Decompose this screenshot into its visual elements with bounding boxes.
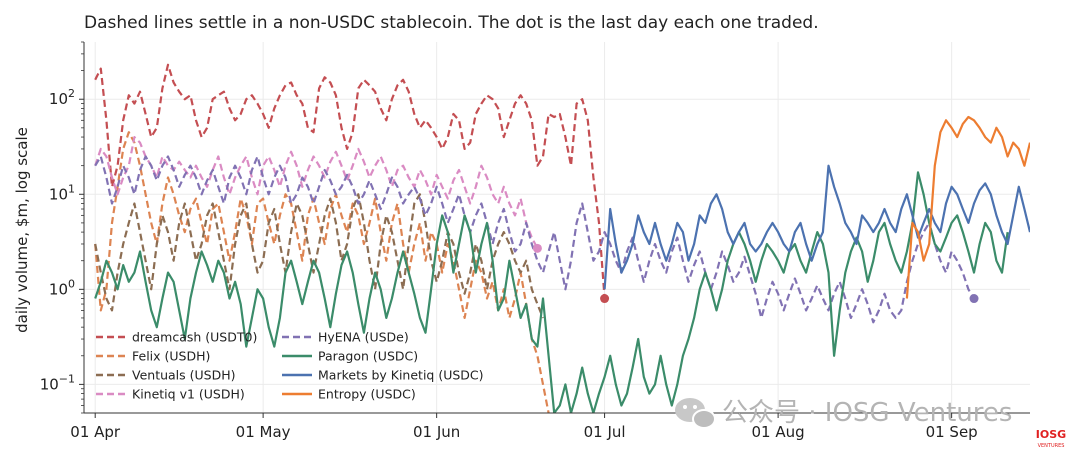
legend-label: dreamcash (USDT0) — [132, 330, 257, 345]
legend-label: Entropy (USDC) — [318, 387, 416, 402]
svg-text:VENTURES: VENTURES — [1038, 443, 1065, 449]
watermark: 公众号 · IOSG Ventures — [675, 398, 1012, 429]
series-end-dot-0 — [600, 294, 610, 304]
grid — [84, 42, 1030, 413]
end-dots — [532, 243, 979, 304]
y-tick-label: 100 — [49, 277, 75, 298]
y-tick-label: 101 — [49, 182, 75, 203]
x-tick-label: 01 Aug — [752, 423, 805, 441]
series-line-0 — [94, 63, 606, 299]
series-line-1 — [94, 131, 550, 413]
plot-area — [94, 63, 1030, 413]
y-tick-label: 102 — [49, 87, 75, 108]
legend-label: Kinetiq v1 (USDH) — [132, 387, 245, 402]
x-tick-label: 01 Apr — [70, 423, 121, 441]
x-tick-label: 01 Jul — [584, 423, 626, 441]
iosg-logo: IOSG VENTURES — [1030, 426, 1072, 449]
legend: dreamcash (USDT0) Felix (USDH) Ventuals (U… — [96, 330, 484, 402]
watermark-text: 公众号 · IOSG Ventures — [722, 398, 1012, 428]
series-line-2 — [94, 193, 545, 319]
series-end-dot-4 — [969, 294, 979, 304]
y-axis-label: daily volume, $m, log scale — [13, 127, 31, 333]
svg-text:IOSG: IOSG — [1036, 428, 1066, 441]
legend-label: Markets by Kinetiq (USDC) — [318, 368, 484, 383]
y-axis-ticks: 10−1 100 101 102 — [40, 41, 84, 414]
wechat-icon — [675, 398, 716, 429]
y-tick-label: 10−1 — [40, 372, 75, 393]
x-tick-label: 01 Sep — [926, 423, 978, 441]
x-axis-ticks: 01 Apr 01 May 01 Jun 01 Jul 01 Aug 01 Sep — [70, 413, 978, 441]
series-end-dot-3 — [532, 243, 542, 253]
chart-title: Dashed lines settle in a non-USDC stable… — [84, 13, 819, 33]
legend-label: Ventuals (USDH) — [132, 368, 236, 383]
x-tick-label: 01 Jun — [413, 423, 460, 441]
legend-label: Paragon (USDC) — [318, 349, 418, 364]
x-tick-label: 01 May — [236, 423, 291, 441]
series-line-6 — [603, 164, 1030, 290]
legend-label: Felix (USDH) — [132, 349, 210, 364]
legend-label: HyENA (USDe) — [318, 330, 409, 345]
series-line-7 — [905, 115, 1030, 299]
